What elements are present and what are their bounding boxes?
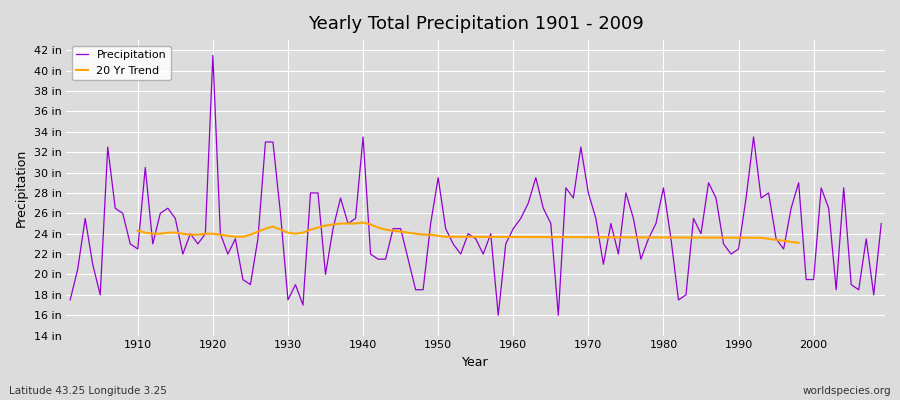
20 Yr Trend [298,230,309,235]
Precipitation [298,303,309,308]
Precipitation [876,221,886,226]
20 Yr Trend [155,231,166,236]
20 Yr Trend [365,222,376,227]
20 Yr Trend [778,238,789,243]
20 Yr Trend [215,232,226,237]
Y-axis label: Precipitation: Precipitation [15,149,28,227]
Legend: Precipitation, 20 Yr Trend: Precipitation, 20 Yr Trend [72,46,171,80]
20 Yr Trend [222,233,233,238]
20 Yr Trend [275,227,286,232]
Text: Latitude 43.25 Longitude 3.25: Latitude 43.25 Longitude 3.25 [9,386,166,396]
20 Yr Trend [350,221,361,226]
20 Yr Trend [388,228,399,233]
20 Yr Trend [770,238,781,242]
Line: Precipitation: Precipitation [70,55,881,315]
20 Yr Trend [373,225,383,230]
20 Yr Trend [208,231,219,236]
20 Yr Trend [200,231,211,236]
20 Yr Trend [177,231,188,236]
20 Yr Trend [793,240,804,245]
20 Yr Trend [343,221,354,226]
20 Yr Trend [162,230,173,235]
20 Yr Trend [402,230,413,235]
X-axis label: Year: Year [463,356,489,369]
20 Yr Trend [193,232,203,237]
20 Yr Trend [380,227,391,232]
20 Yr Trend [132,228,143,233]
20 Yr Trend [440,234,451,239]
20 Yr Trend [305,227,316,232]
Precipitation [65,298,76,302]
Precipitation [493,313,504,318]
20 Yr Trend [290,231,301,236]
Text: worldspecies.org: worldspecies.org [803,386,891,396]
20 Yr Trend [786,240,796,244]
20 Yr Trend [418,232,428,237]
20 Yr Trend [328,222,338,227]
20 Yr Trend [357,220,368,225]
Precipitation [208,53,219,58]
Precipitation [516,216,526,221]
Line: 20 Yr Trend: 20 Yr Trend [138,222,798,243]
20 Yr Trend [433,233,444,238]
20 Yr Trend [148,231,158,236]
20 Yr Trend [140,230,150,235]
20 Yr Trend [320,223,331,228]
Title: Yearly Total Precipitation 1901 - 2009: Yearly Total Precipitation 1901 - 2009 [308,15,644,33]
20 Yr Trend [312,225,323,230]
20 Yr Trend [230,234,241,239]
20 Yr Trend [245,232,256,237]
20 Yr Trend [170,230,181,235]
20 Yr Trend [425,232,436,237]
20 Yr Trend [238,234,248,239]
20 Yr Trend [253,229,264,234]
Precipitation [343,221,354,226]
20 Yr Trend [267,224,278,229]
20 Yr Trend [763,236,774,241]
20 Yr Trend [283,230,293,235]
Precipitation [523,201,534,206]
20 Yr Trend [260,226,271,231]
Precipitation [125,242,136,246]
20 Yr Trend [335,221,346,226]
20 Yr Trend [395,229,406,234]
20 Yr Trend [184,232,195,237]
Precipitation [613,252,624,256]
20 Yr Trend [410,231,421,236]
20 Yr Trend [756,235,767,240]
